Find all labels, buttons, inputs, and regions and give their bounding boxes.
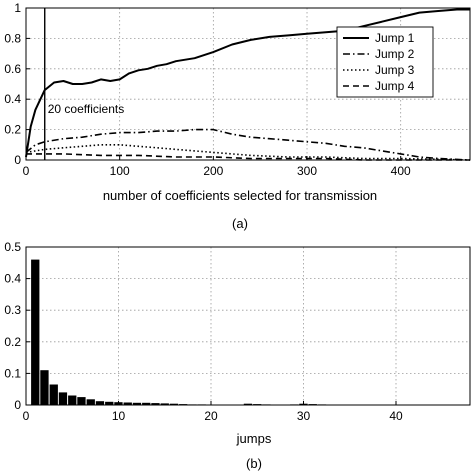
panel-b-ytick-label: 0.1 bbox=[4, 366, 21, 380]
panel-b-xtick-label: 30 bbox=[297, 409, 311, 423]
series-line-jump-3 bbox=[25, 144, 471, 161]
panel-b-xtick-label: 20 bbox=[204, 409, 218, 423]
panel-a-line-chart: 20 coefficients Jump 1 Jump 2 Jump 3 Jump 4… bbox=[4, 1, 471, 231]
panel-b-bars bbox=[31, 259, 354, 405]
bar-jump-15 bbox=[160, 403, 169, 405]
panel-a-xtick-label: 100 bbox=[110, 164, 130, 178]
panel-a-ytick-label: 0.2 bbox=[4, 123, 21, 137]
panel-b-plot-frame bbox=[25, 246, 471, 406]
panel-b-ytick-label: 0.2 bbox=[4, 335, 21, 349]
legend-label: Jump 2 bbox=[375, 47, 415, 61]
panel-a-ytick-label: 0.8 bbox=[4, 31, 21, 45]
panel-a-xtick-label: 300 bbox=[297, 164, 317, 178]
panel-b-xlabel: jumps bbox=[236, 431, 272, 446]
bar-jump-13 bbox=[142, 402, 151, 405]
bar-jump-6 bbox=[77, 397, 86, 405]
bar-jump-11 bbox=[123, 402, 132, 405]
panel-a-xtick-label: 0 bbox=[23, 164, 30, 178]
panel-a-annotation: 20 coefficients bbox=[44, 8, 125, 160]
bar-jump-7 bbox=[86, 399, 95, 405]
panel-a-xtick-label: 400 bbox=[391, 164, 411, 178]
panel-a-plot-frame bbox=[25, 7, 471, 161]
panel-b-ytick-label: 0 bbox=[14, 398, 21, 412]
series-line-jump-1 bbox=[25, 8, 470, 158]
panel-a-xtick-label: 200 bbox=[203, 164, 223, 178]
legend-label: Jump 3 bbox=[375, 63, 415, 77]
panel-b-ytick-label: 0.3 bbox=[4, 303, 21, 317]
bar-jump-8 bbox=[95, 401, 105, 405]
bar-jump-16 bbox=[169, 403, 179, 405]
bar-jump-5 bbox=[68, 395, 77, 405]
bar-jump-2 bbox=[40, 370, 49, 405]
bar-jump-9 bbox=[105, 401, 114, 405]
panel-a-ytick-label: 0.6 bbox=[4, 62, 21, 76]
panel-a-ytick-label: 1 bbox=[14, 1, 21, 15]
panel-b-xtick-label: 0 bbox=[23, 409, 30, 423]
bar-jump-14 bbox=[151, 403, 160, 405]
series-line-jump-2 bbox=[25, 128, 471, 161]
panel-b-axes: 0 10 20 30 40 0 0.1 0.2 0.3 0.4 0.5 bbox=[4, 240, 471, 423]
panel-b-xtick-label: 40 bbox=[389, 409, 403, 423]
panel-b-bar-chart: 0 10 20 30 40 0 0.1 0.2 0.3 0.4 0.5 jumps (b) bbox=[4, 240, 471, 471]
bar-jump-4 bbox=[58, 392, 68, 405]
annotation-label: 20 coefficients bbox=[48, 102, 125, 116]
bar-jump-12 bbox=[132, 402, 142, 405]
bar-jump-3 bbox=[49, 384, 58, 405]
panel-b-ytick-label: 0.4 bbox=[4, 272, 21, 286]
bar-jump-1 bbox=[31, 259, 40, 405]
panel-a-axes: 0 100 200 300 400 0 0.2 0.4 0.6 0.8 1 bbox=[4, 1, 471, 178]
panel-b-xtick-label: 10 bbox=[112, 409, 126, 423]
panel-b-ytick-label: 0.5 bbox=[4, 240, 21, 254]
panel-a-caption: (a) bbox=[232, 216, 248, 231]
panel-b-grid bbox=[26, 247, 470, 405]
panel-a-xlabel: number of coefficients selected for tran… bbox=[103, 188, 377, 203]
bar-jump-24 bbox=[243, 403, 253, 405]
panel-a-ytick-label: 0.4 bbox=[4, 92, 21, 106]
legend-label: Jump 1 bbox=[375, 31, 415, 45]
panel-b-caption: (b) bbox=[246, 456, 262, 471]
panel-a-legend: Jump 1 Jump 2 Jump 3 Jump 4 bbox=[336, 26, 434, 98]
legend-label: Jump 4 bbox=[375, 79, 415, 93]
panel-a-ytick-label: 0 bbox=[14, 153, 21, 167]
